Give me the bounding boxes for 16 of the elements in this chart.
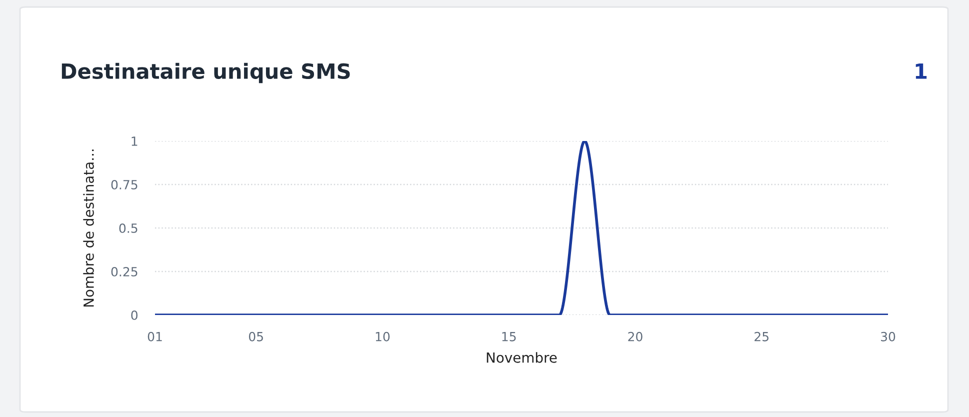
y-tick-label: 1: [132, 136, 138, 146]
y-tick-label: 0.75: [111, 180, 138, 190]
chart-title: Destinataire unique SMS: [62, 62, 350, 84]
x-axis-title: Novembre: [486, 352, 557, 363]
text: 1: [916, 64, 927, 79]
x-tick-label: 15: [502, 332, 516, 342]
y-axis-title: Nombre de destinata...: [83, 150, 94, 307]
x-tick-label: 25: [754, 332, 768, 342]
x-tick-label: 05: [248, 332, 263, 342]
x-tick-label: 01: [148, 332, 162, 342]
x-tick-label: 20: [628, 332, 642, 342]
y-tick-label: 0.5: [119, 223, 138, 233]
y-tick-label: 0.25: [111, 266, 138, 276]
x-tick-label: 30: [881, 332, 896, 342]
y-tick-label: 0: [131, 310, 138, 320]
x-tick-label: 10: [376, 332, 390, 342]
